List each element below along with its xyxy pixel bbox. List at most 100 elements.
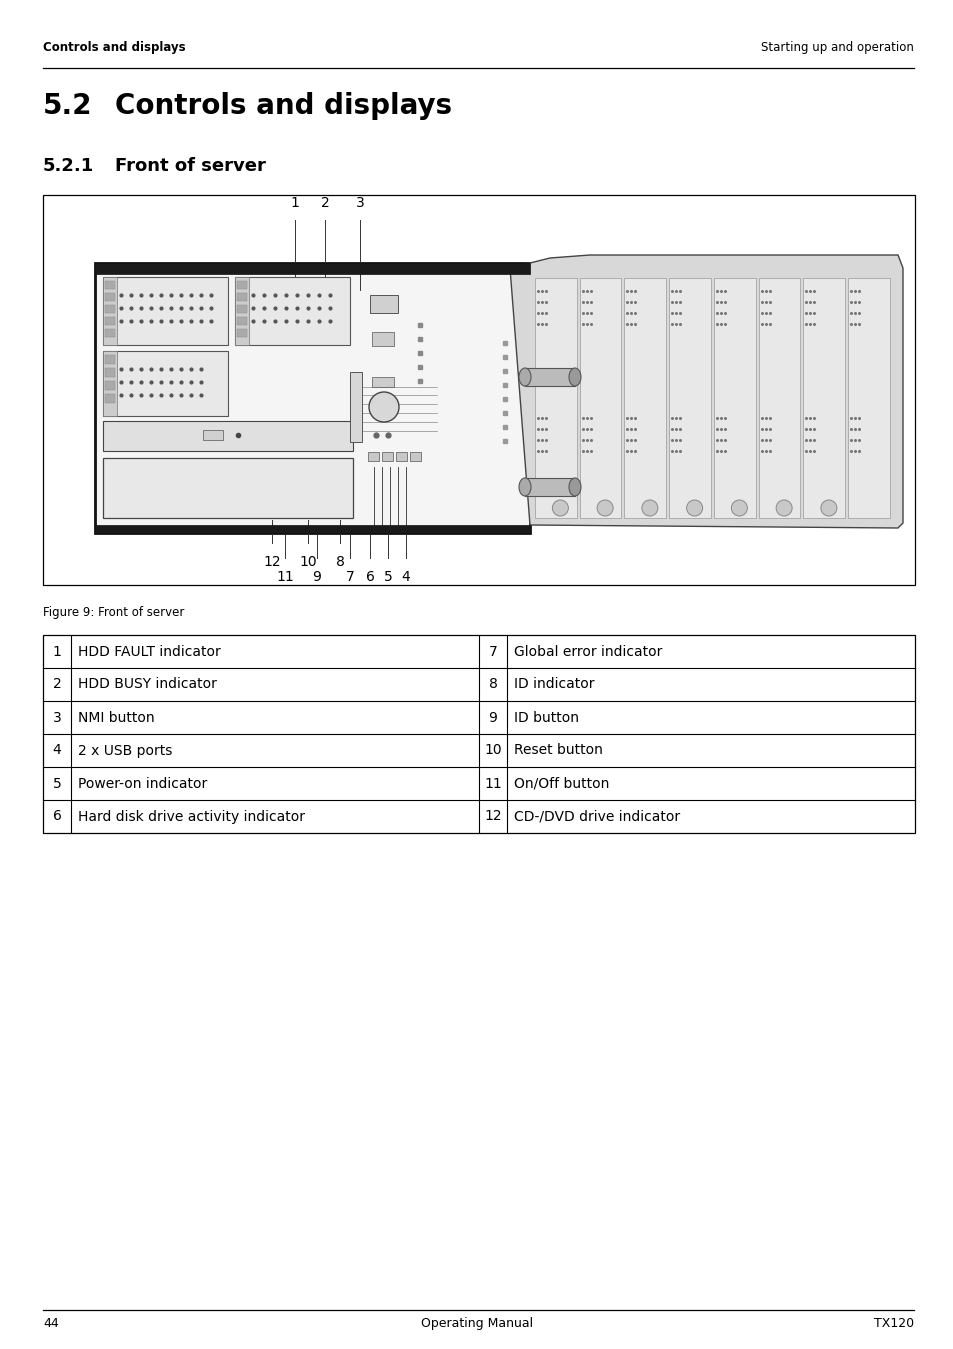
Bar [847, 278, 889, 518]
Bar [372, 376, 394, 387]
Text: 5: 5 [383, 571, 392, 584]
Ellipse shape [518, 368, 531, 386]
Bar [43, 635, 914, 832]
Circle shape [641, 500, 658, 517]
Ellipse shape [568, 368, 580, 386]
Text: 12: 12 [263, 554, 280, 569]
Text: 11: 11 [483, 777, 501, 791]
Text: Controls and displays: Controls and displays [43, 40, 186, 54]
Circle shape [369, 393, 398, 422]
Circle shape [776, 500, 791, 517]
Bar [95, 263, 530, 274]
Text: 10: 10 [484, 743, 501, 758]
Text: 5.2: 5.2 [43, 92, 92, 120]
Text: Controls and displays: Controls and displays [115, 92, 452, 120]
Bar [105, 305, 115, 313]
Text: TX120: TX120 [873, 1317, 913, 1330]
Bar [43, 196, 914, 585]
Bar [395, 452, 407, 461]
Text: 9: 9 [313, 571, 321, 584]
Bar [579, 278, 620, 518]
Text: 3: 3 [52, 711, 61, 724]
Bar [105, 380, 115, 390]
Bar [370, 295, 397, 313]
Text: 8: 8 [335, 554, 344, 569]
Bar [103, 459, 353, 518]
Circle shape [597, 500, 613, 517]
Text: 1: 1 [291, 196, 299, 210]
Bar [381, 452, 393, 461]
Text: ID button: ID button [514, 711, 578, 724]
Text: Starting up and operation: Starting up and operation [760, 40, 913, 54]
Text: 1: 1 [52, 645, 61, 658]
Text: 2 x USB ports: 2 x USB ports [78, 743, 172, 758]
Text: 3: 3 [355, 196, 364, 210]
Text: 6: 6 [52, 809, 61, 823]
Bar [95, 525, 530, 533]
Bar [234, 277, 350, 345]
Circle shape [820, 500, 836, 517]
Text: On/Off button: On/Off button [514, 777, 609, 791]
Bar [105, 317, 115, 325]
Bar [236, 305, 247, 313]
Bar [105, 281, 115, 289]
Bar [105, 355, 115, 364]
Text: Power-on indicator: Power-on indicator [78, 777, 207, 791]
Bar [669, 278, 710, 518]
Text: NMI button: NMI button [78, 711, 154, 724]
Text: 12: 12 [484, 809, 501, 823]
Bar [95, 263, 530, 533]
Circle shape [552, 500, 568, 517]
Text: 2: 2 [52, 677, 61, 692]
Bar [103, 421, 353, 451]
Text: Reset button: Reset button [514, 743, 602, 758]
Text: HDD FAULT indicator: HDD FAULT indicator [78, 645, 220, 658]
Text: 5.2.1: 5.2.1 [43, 156, 94, 175]
Text: 2: 2 [320, 196, 329, 210]
Text: Hard disk drive activity indicator: Hard disk drive activity indicator [78, 809, 305, 823]
Polygon shape [510, 255, 902, 527]
Text: 9: 9 [488, 711, 497, 724]
Bar [713, 278, 755, 518]
Text: 5: 5 [52, 777, 61, 791]
Text: ID indicator: ID indicator [514, 677, 594, 692]
Ellipse shape [568, 478, 580, 496]
Bar [624, 278, 665, 518]
Bar [236, 329, 247, 337]
Bar [203, 430, 223, 440]
Text: 8: 8 [488, 677, 497, 692]
Text: 4: 4 [401, 571, 410, 584]
Circle shape [731, 500, 746, 517]
Bar [524, 368, 575, 386]
Text: CD-/DVD drive indicator: CD-/DVD drive indicator [514, 809, 679, 823]
Bar [105, 293, 115, 301]
Text: Global error indicator: Global error indicator [514, 645, 661, 658]
Bar [105, 394, 115, 403]
Text: 7: 7 [345, 571, 354, 584]
Bar [802, 278, 844, 518]
Text: 10: 10 [299, 554, 316, 569]
Bar [103, 277, 117, 345]
Text: 6: 6 [365, 571, 374, 584]
Text: 4: 4 [52, 743, 61, 758]
Bar [410, 452, 420, 461]
Circle shape [686, 500, 702, 517]
Bar [524, 478, 575, 496]
Text: 7: 7 [488, 645, 497, 658]
Bar [236, 293, 247, 301]
Text: Operating Manual: Operating Manual [420, 1317, 533, 1330]
Text: Front of server: Front of server [115, 156, 266, 175]
Bar [350, 372, 361, 442]
Bar [234, 277, 249, 345]
Bar [103, 351, 117, 415]
Bar [103, 277, 228, 345]
Bar [535, 278, 577, 518]
Bar [103, 351, 228, 415]
Bar [236, 281, 247, 289]
Bar [368, 452, 378, 461]
Bar [105, 368, 115, 376]
Bar [758, 278, 800, 518]
Bar [372, 332, 394, 345]
Ellipse shape [518, 478, 531, 496]
Text: HDD BUSY indicator: HDD BUSY indicator [78, 677, 216, 692]
